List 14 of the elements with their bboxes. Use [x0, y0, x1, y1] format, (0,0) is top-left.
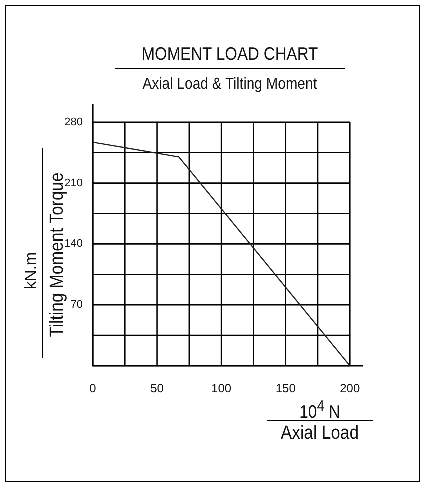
x-tick-label: 100 [212, 382, 232, 396]
y-tick-label: 210 [64, 177, 83, 190]
chart-subtitle: Axial Load & Tilting Moment [142, 76, 318, 94]
x-axis-title: Axial Load [280, 423, 360, 445]
chart-title: MOMENT LOAD CHART [140, 44, 320, 65]
y-tick-label: 70 [70, 299, 83, 312]
x-tick-label: 50 [150, 382, 164, 396]
y-tick-label: 280 [64, 116, 83, 128]
text: kN.m [23, 251, 41, 292]
x-tick-label: 150 [276, 382, 296, 396]
y-tick-label: 140 [64, 238, 83, 250]
x-tick-label: 0 [90, 382, 97, 396]
x-tick-label: 200 [340, 382, 360, 396]
text: 10$^{4}$ N [298, 398, 342, 423]
